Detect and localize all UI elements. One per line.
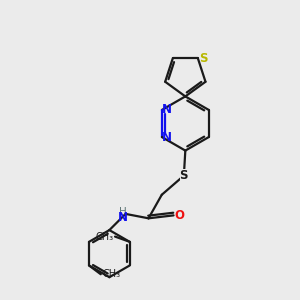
Text: N: N xyxy=(162,130,172,143)
Text: S: S xyxy=(180,169,188,182)
Text: CH₃: CH₃ xyxy=(95,232,114,242)
Text: N: N xyxy=(118,211,128,224)
Text: CH₃: CH₃ xyxy=(102,269,120,279)
Text: N: N xyxy=(162,103,172,116)
Text: O: O xyxy=(174,209,184,222)
Text: H: H xyxy=(119,207,127,218)
Text: S: S xyxy=(199,52,207,64)
